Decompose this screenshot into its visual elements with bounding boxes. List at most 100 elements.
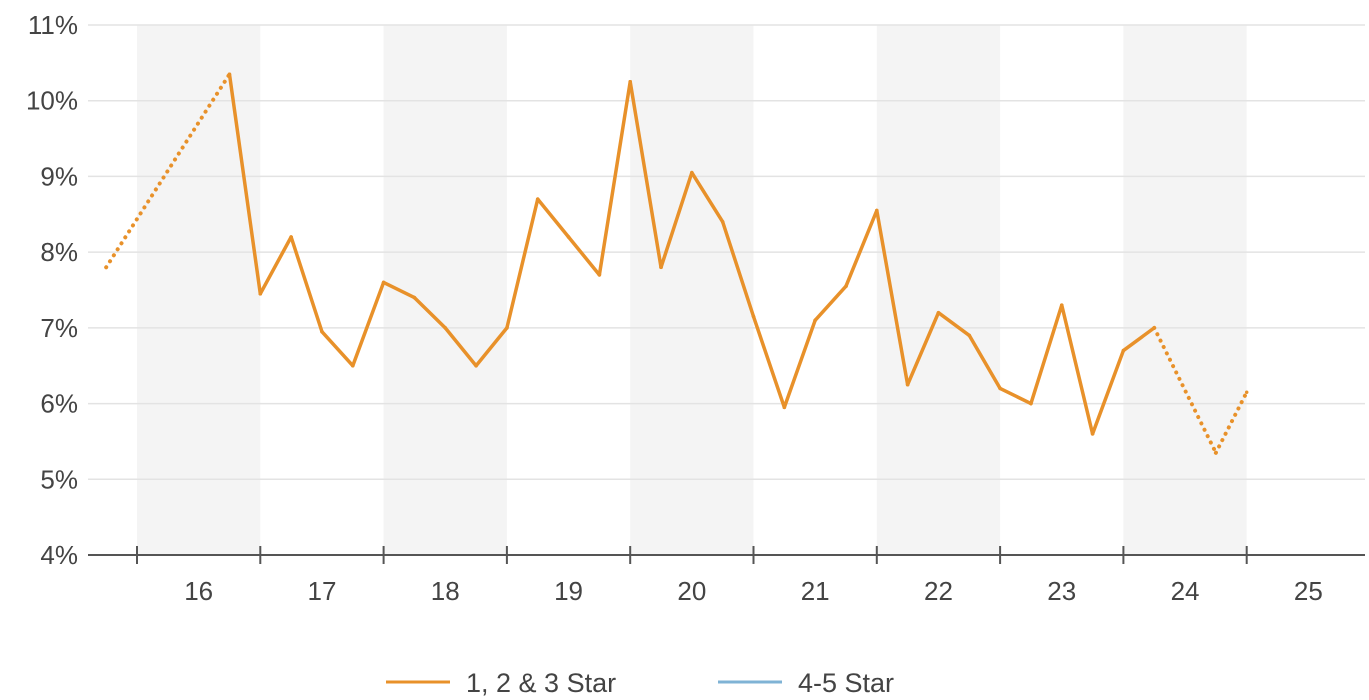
- data-point: [936, 310, 941, 315]
- y-axis-labels: 4% 5% 6% 7% 8% 9% 10% 11%: [26, 10, 78, 570]
- series-segment: [258, 235, 293, 296]
- data-point: [104, 265, 108, 270]
- series-segment: [1121, 326, 1156, 353]
- year-band-20: [630, 25, 754, 555]
- y-tick-label: 10%: [26, 86, 78, 116]
- series-segment: [381, 280, 417, 300]
- x-tick-label: 25: [1294, 576, 1323, 606]
- data-point: [1152, 326, 1156, 330]
- series-segment-dotted: [1213, 390, 1249, 455]
- data-point: [1214, 451, 1218, 455]
- x-tick-label: 23: [1047, 576, 1076, 606]
- data-point: [320, 329, 324, 334]
- data-point: [875, 208, 879, 213]
- series-segment: [905, 310, 941, 387]
- data-point: [998, 386, 1002, 391]
- x-tick-label: 21: [801, 576, 830, 606]
- series-segment: [844, 208, 879, 288]
- x-axis: 16 17 18 19 20 21 22 23 24 25: [88, 546, 1365, 606]
- series-segment: [597, 80, 632, 277]
- year-band-22: [876, 25, 1001, 555]
- series-segment: [443, 326, 478, 368]
- data-point: [690, 170, 694, 175]
- series-segment: [320, 329, 355, 368]
- data-point: [566, 235, 571, 239]
- series-segment: [535, 197, 571, 239]
- series-segment: [351, 280, 386, 368]
- series-segment: [628, 80, 663, 270]
- data-point: [289, 235, 293, 239]
- legend-label-1: 4-5 Star: [798, 668, 894, 698]
- series-segment: [659, 170, 694, 270]
- gridlines: [88, 24, 1365, 481]
- data-point: [967, 333, 972, 338]
- series-segment: [875, 208, 910, 387]
- series-segment: [720, 220, 756, 319]
- data-point: [1244, 390, 1249, 394]
- data-point: [412, 295, 417, 300]
- legend-label-0: 1, 2 & 3 Star: [466, 668, 616, 698]
- year-band-24: [1123, 25, 1247, 555]
- data-point: [751, 314, 756, 319]
- series-segment: [1090, 348, 1126, 436]
- series-segment: [1060, 303, 1095, 436]
- data-point: [474, 363, 478, 368]
- series-segment: [967, 333, 1002, 391]
- series-segment-dotted: [104, 72, 232, 270]
- year-bands: [137, 25, 1247, 555]
- series-segment: [998, 386, 1033, 406]
- data-point: [813, 318, 817, 323]
- year-band-16: [137, 25, 261, 555]
- x-tick-label: 16: [184, 576, 213, 606]
- data-point: [258, 292, 263, 296]
- data-point: [535, 197, 540, 201]
- data-point: [443, 326, 447, 330]
- y-tick-label: 11%: [28, 10, 78, 40]
- series-segment: [227, 72, 263, 296]
- series-segment: [936, 310, 972, 338]
- x-tick-label: 22: [924, 576, 953, 606]
- series-segment: [751, 314, 787, 410]
- data-point: [1090, 432, 1095, 436]
- data-point: [351, 363, 355, 368]
- x-tick-label: 20: [677, 576, 706, 606]
- y-tick-label: 9%: [40, 161, 78, 191]
- y-tick-label: 7%: [40, 313, 78, 343]
- y-tick-label: 4%: [40, 540, 78, 570]
- data-point: [782, 405, 787, 410]
- x-tick-label: 17: [307, 576, 336, 606]
- data-point: [381, 280, 386, 285]
- data-point: [844, 284, 848, 288]
- data-point: [720, 220, 725, 224]
- y-tick-label: 8%: [40, 237, 78, 267]
- series-segment: [782, 318, 817, 410]
- data-point: [628, 80, 632, 84]
- series-segment-dotted: [1152, 325, 1218, 455]
- series-segment: [1029, 303, 1064, 406]
- series-segment: [474, 326, 509, 368]
- legend: 1, 2 & 3 Star 4-5 Star: [386, 668, 894, 698]
- series-layer: [104, 72, 1249, 455]
- data-point: [1029, 401, 1033, 406]
- series-segment: [813, 284, 848, 323]
- x-tick-label: 24: [1171, 576, 1200, 606]
- series-segment: [412, 295, 447, 330]
- data-point: [505, 326, 509, 330]
- year-band-18: [383, 25, 507, 555]
- data-point: [1121, 348, 1126, 353]
- series-segment: [505, 197, 540, 330]
- series-segment: [566, 235, 602, 277]
- series-line-0: [104, 72, 1249, 455]
- y-tick-label: 6%: [40, 389, 78, 419]
- data-point: [905, 382, 910, 387]
- series-segment: [289, 235, 324, 334]
- y-tick-label: 5%: [40, 464, 78, 494]
- series-segment: [690, 170, 725, 224]
- x-tick-label: 18: [431, 576, 460, 606]
- x-tick-label: 19: [554, 576, 583, 606]
- data-point: [597, 273, 602, 277]
- data-point: [227, 72, 232, 76]
- data-point: [1060, 303, 1064, 307]
- data-point: [659, 265, 663, 270]
